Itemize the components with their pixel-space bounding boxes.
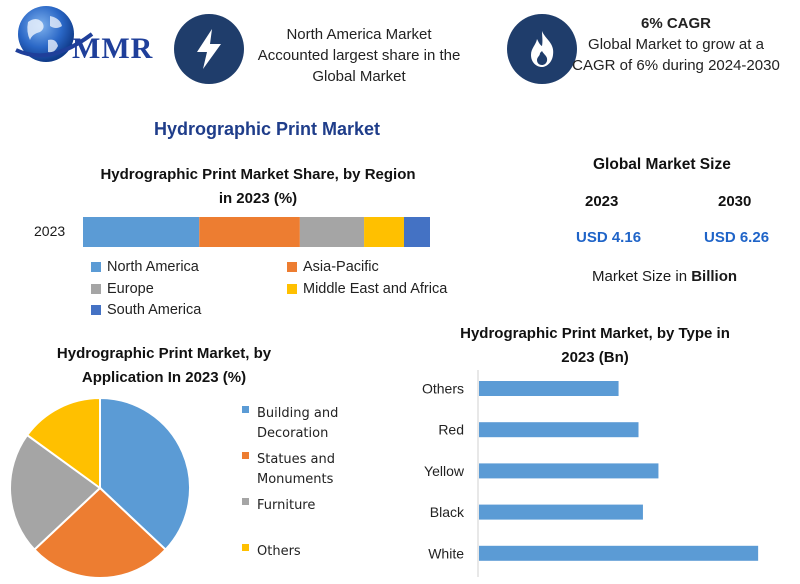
- region-bar-segment: [403, 217, 430, 247]
- globe-icon: [15, 6, 94, 62]
- type-chart-title: Hydrographic Print Market, by Type in 20…: [430, 322, 760, 370]
- legend-north-america: North America: [91, 259, 199, 275]
- legend-label: North America: [107, 259, 199, 275]
- flame-badge: [507, 14, 577, 84]
- note-unit: Billion: [691, 268, 738, 285]
- chart-title-line: Application In 2023 (%): [81, 369, 247, 386]
- legend-label: Decoration: [257, 426, 329, 441]
- legend-swatch: [242, 406, 249, 413]
- pie-slice: [32, 486, 168, 579]
- application-chart-title: Hydrographic Print Market, by Applicatio…: [14, 342, 314, 390]
- logo-text: MMR: [72, 32, 154, 65]
- region-bar-segment: [199, 217, 300, 247]
- legend-swatch: [287, 262, 297, 272]
- pie-slice: [9, 433, 102, 552]
- legend-swatch: [91, 284, 101, 294]
- chart-title-line: in 2023 (%): [218, 190, 298, 207]
- legend-label: Building and: [257, 406, 339, 421]
- year-2023: 2023: [585, 193, 619, 210]
- legend-label: Monuments: [257, 472, 334, 487]
- market-size-note: Market Size in Billion: [592, 268, 737, 285]
- region-bar-segment: [83, 217, 200, 247]
- lightning-badge: [174, 14, 244, 84]
- region-chart-title: Hydrographic Print Market Share, by Regi…: [72, 163, 444, 211]
- type-category-label: Yellow: [424, 463, 465, 479]
- legend-europe: Europe: [91, 281, 154, 297]
- chart-title-line: Hydrographic Print Market, by: [56, 345, 272, 362]
- region-legend: North America Asia-Pacific Europe Middle…: [91, 259, 491, 323]
- year-2030: 2030: [718, 193, 752, 210]
- legend-mea: Middle East and Africa: [287, 281, 447, 297]
- region-bar-segment: [364, 217, 404, 247]
- type-bar: [479, 463, 659, 479]
- pie-legend-others: Others: [242, 542, 301, 562]
- application-pie-chart: [9, 396, 191, 579]
- region-year-label: 2023: [34, 223, 66, 239]
- type-bar: [479, 504, 643, 520]
- legend-south-america: South America: [91, 302, 201, 318]
- info-line: Accounted largest share in the: [257, 47, 461, 64]
- legend-label: Others: [257, 544, 301, 559]
- cagr-heading: 6% CAGR: [640, 15, 711, 32]
- pie-slice: [25, 396, 101, 490]
- global-market-title: Global Market Size: [593, 156, 731, 173]
- type-category-label: White: [428, 545, 464, 561]
- legend-swatch: [242, 498, 249, 505]
- legend-swatch: [242, 544, 249, 551]
- legend-swatch: [242, 452, 249, 459]
- region-bar-segment: [299, 217, 365, 247]
- legend-label: Furniture: [257, 498, 316, 513]
- value-2023: USD 4.16: [576, 229, 642, 246]
- info-line: Global Market to grow at a: [588, 36, 764, 53]
- chart-title-line: Hydrographic Print Market Share, by Regi…: [100, 166, 416, 183]
- type-category-label: Black: [430, 504, 465, 520]
- legend-asia-pacific: Asia-Pacific: [287, 259, 379, 275]
- value-2030: USD 6.26: [704, 229, 770, 246]
- pie-legend-statues: Statues and Monuments: [242, 450, 335, 490]
- chart-title-line: Hydrographic Print Market, by Type in: [460, 325, 730, 342]
- flame-icon: [531, 31, 554, 67]
- pie-slice: [99, 396, 191, 552]
- type-category-label: Red: [438, 422, 464, 438]
- type-category-label: Others: [422, 381, 464, 397]
- type-bar: [479, 422, 639, 438]
- cagr-info: 6% CAGR Global Market to grow at a CAGR …: [572, 13, 780, 76]
- lightning-icon: [197, 29, 221, 69]
- legend-label: Europe: [107, 281, 154, 297]
- pie-legend-furniture: Furniture: [242, 496, 315, 516]
- type-bar-chart: Others Red Yellow Black White: [422, 370, 759, 577]
- chart-title-line: 2023 (Bn): [561, 349, 629, 366]
- legend-label: South America: [107, 302, 202, 318]
- note-prefix: Market Size in: [592, 268, 692, 285]
- legend-label: Asia-Pacific: [303, 259, 379, 275]
- info-line: CAGR of 6% during 2024-2030: [572, 57, 780, 74]
- info-line: North America Market: [286, 26, 432, 43]
- region-stacked-bar: [83, 217, 430, 247]
- legend-swatch: [287, 284, 297, 294]
- type-bar: [479, 545, 759, 561]
- pie-legend: Building and Decoration Statues and Monu…: [242, 404, 382, 574]
- info-line: Global Market: [312, 68, 406, 85]
- legend-swatch: [91, 305, 101, 315]
- north-america-info: North America Market Accounted largest s…: [244, 24, 474, 87]
- legend-swatch: [91, 262, 101, 272]
- legend-label: Statues and: [257, 452, 336, 467]
- pie-legend-building: Building and Decoration: [242, 404, 338, 444]
- main-title: Hydrographic Print Market: [154, 119, 381, 139]
- type-bar: [479, 381, 619, 396]
- legend-label: Middle East and Africa: [303, 281, 448, 297]
- mmr-logo: MMR: [10, 4, 170, 66]
